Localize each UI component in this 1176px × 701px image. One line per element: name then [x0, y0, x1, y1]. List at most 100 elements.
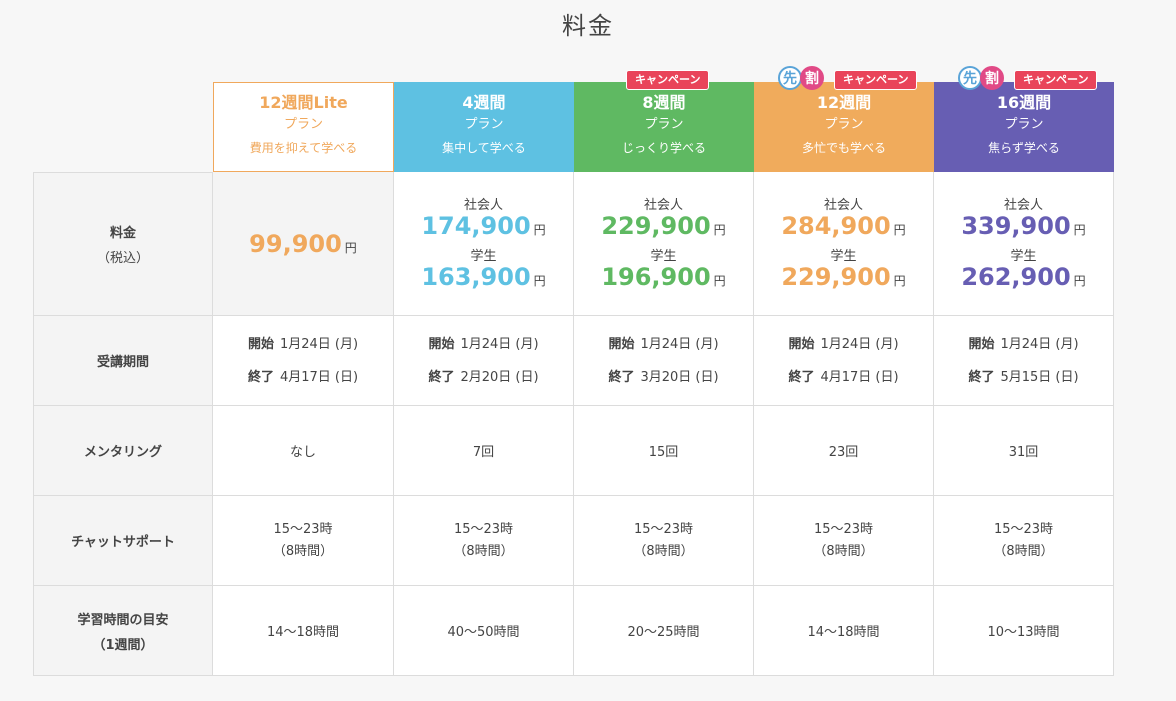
chat-cell-12w: 15～23時 （8時間） [754, 496, 934, 586]
student-price: 229,900 [781, 262, 891, 291]
yen-unit: 円 [1073, 273, 1086, 288]
student-label: 学生 [650, 248, 677, 264]
worker-label: 社会人 [463, 197, 503, 213]
student-label: 学生 [1010, 248, 1037, 264]
study-row: 学習時間の目安 （1週間） 14～18時間 40～50時間 20～25時間 14… [33, 586, 1114, 676]
chat-total: （8時間） [633, 543, 694, 559]
plan-name: 12週間Lite [259, 93, 348, 112]
plan-label: プラン [824, 117, 864, 132]
row-label-price: 料金 （税込） [33, 172, 213, 316]
yen-unit: 円 [533, 273, 546, 288]
row-label: 学習時間の目安 [77, 612, 169, 628]
start-label: 開始 [428, 336, 455, 352]
end-date: 3月20日 (日) [640, 369, 719, 385]
chat-cell-4w: 15～23時 （8時間） [394, 496, 574, 586]
yen-unit: 円 [344, 240, 357, 255]
mentoring-cell-16w: 31回 [934, 406, 1114, 496]
chat-total: （8時間） [813, 543, 874, 559]
plan-desc: 焦らず学べる [988, 141, 1060, 155]
plan-label: プラン [644, 117, 684, 132]
end-label: 終了 [428, 369, 455, 385]
chat-hours: 15～23時 [633, 521, 694, 537]
chat-cell-lite: 15～23時 （8時間） [213, 496, 394, 586]
student-price: 163,900 [421, 262, 531, 291]
worker-price: 174,900 [421, 211, 531, 240]
plan-name: 12週間 [816, 93, 872, 112]
start-date: 1月24日 (月) [460, 336, 539, 352]
chat-cell-8w: 15～23時 （8時間） [574, 496, 754, 586]
start-date: 1月24日 (月) [640, 336, 719, 352]
worker-price: 284,900 [781, 211, 891, 240]
period-cell-lite: 開始 1月24日 (月) 終了 4月17日 (日) [213, 316, 394, 406]
wari-char: 割 [980, 66, 1004, 90]
chat-cell-16w: 15～23時 （8時間） [934, 496, 1114, 586]
study-cell-8w: 20～25時間 [574, 586, 754, 676]
sakiwari-badge: 先 割 [778, 66, 824, 90]
start-label: 開始 [788, 336, 815, 352]
saki-char: 先 [958, 66, 982, 90]
student-price: 262,900 [961, 262, 1071, 291]
yen-unit: 円 [713, 273, 726, 288]
price-cell-lite: 99,900 円 [213, 172, 394, 316]
chat-total: （8時間） [453, 543, 514, 559]
period-cell-8w: 開始 1月24日 (月) 終了 3月20日 (日) [574, 316, 754, 406]
end-label: 終了 [608, 369, 635, 385]
mentoring-cell-12w: 23回 [754, 406, 934, 496]
end-date: 5月15日 (日) [1000, 369, 1079, 385]
student-price: 196,900 [601, 262, 711, 291]
end-label: 終了 [247, 369, 274, 385]
mentoring-row: メンタリング なし 7回 15回 23回 31回 [33, 406, 1114, 496]
plan-header-12w: 先 割 キャンペーン 12週間 プラン 多忙でも学べる [754, 66, 934, 172]
yen-unit: 円 [893, 222, 906, 237]
study-cell-4w: 40～50時間 [394, 586, 574, 676]
price-cell-4w: 社会人 174,900 円 学生 163,900 円 [394, 172, 574, 316]
row-sublabel: （1週間） [92, 637, 154, 653]
period-row: 受講期間 開始 1月24日 (月) 終了 4月17日 (日) 開始 1月24日 (月)… [33, 316, 1114, 406]
row-label-chat: チャットサポート [33, 496, 213, 586]
study-cell-16w: 10～13時間 [934, 586, 1114, 676]
chat-total: （8時間） [272, 543, 334, 559]
chat-hours: 15～23時 [453, 521, 514, 537]
price-row: 料金 （税込） 99,900 円 社会人 174,900 円 学生 163,900 円 社… [33, 172, 1114, 316]
period-cell-16w: 開始 1月24日 (月) 終了 5月15日 (日) [934, 316, 1114, 406]
saki-char: 先 [778, 66, 802, 90]
campaign-badge: キャンペーン [1014, 70, 1098, 90]
plan-name: 8週間 [642, 93, 686, 112]
start-date: 1月24日 (月) [1000, 336, 1079, 352]
campaign-badge: キャンペーン [834, 70, 918, 90]
plan-header-4w: 4週間 プラン 集中して学べる [394, 82, 574, 172]
plan-desc: 費用を抑えて学べる [249, 141, 358, 155]
end-date: 4月17日 (日) [279, 369, 359, 385]
yen-unit: 円 [1073, 222, 1086, 237]
row-sublabel: （税込） [96, 251, 149, 266]
chat-hours: 15～23時 [993, 521, 1054, 537]
row-label-period: 受講期間 [33, 316, 213, 406]
period-cell-12w: 開始 1月24日 (月) 終了 4月17日 (日) [754, 316, 934, 406]
plan-header-16w: 先 割 キャンペーン 16週間 プラン 焦らず学べる [934, 66, 1114, 172]
chat-row: チャットサポート 15～23時 （8時間） 15～23時 （8時間） 15～23時 （… [33, 496, 1114, 586]
sakiwari-badge: 先 割 [958, 66, 1004, 90]
mentoring-cell-4w: 7回 [394, 406, 574, 496]
study-cell-12w: 14～18時間 [754, 586, 934, 676]
student-label: 学生 [470, 248, 497, 264]
row-label: 料金 [109, 226, 136, 241]
worker-label: 社会人 [823, 197, 863, 213]
student-label: 学生 [830, 248, 857, 264]
mentoring-cell-8w: 15回 [574, 406, 754, 496]
start-date: 1月24日 (月) [279, 336, 359, 352]
yen-unit: 円 [893, 273, 906, 288]
price-cell-12w: 社会人 284,900 円 学生 229,900 円 [754, 172, 934, 316]
row-label: メンタリング [83, 445, 162, 460]
start-date: 1月24日 (月) [820, 336, 899, 352]
plan-header-12w-lite: 12週間Lite プラン 費用を抑えて学べる [213, 82, 394, 172]
mentoring-cell-lite: なし [213, 406, 394, 496]
end-label: 終了 [968, 369, 995, 385]
price-amount: 99,900 [249, 229, 342, 258]
start-label: 開始 [608, 336, 635, 352]
campaign-badge: キャンペーン [626, 70, 710, 90]
worker-price: 339,900 [961, 211, 1071, 240]
study-cell-lite: 14～18時間 [213, 586, 394, 676]
yen-unit: 円 [713, 222, 726, 237]
worker-price: 229,900 [601, 211, 711, 240]
plan-desc: 集中して学べる [442, 141, 526, 155]
